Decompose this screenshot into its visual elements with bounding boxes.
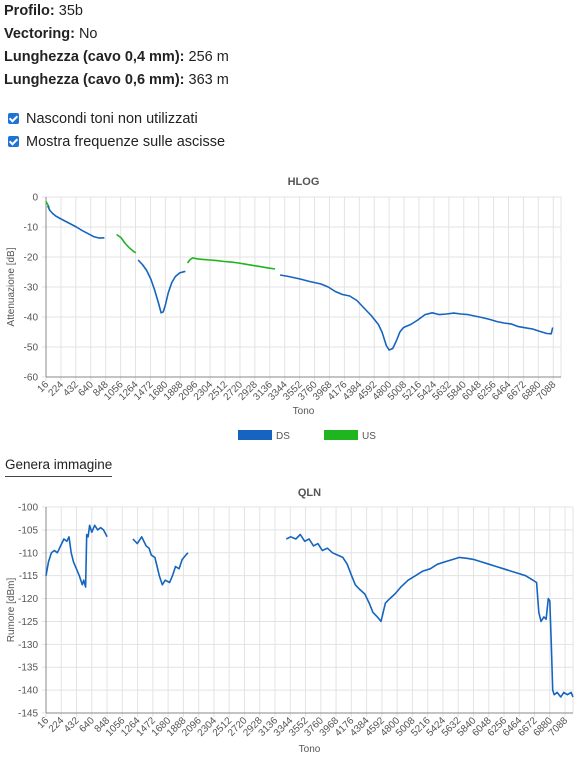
y-tick-label: -140	[18, 686, 38, 697]
y-tick-label: -50	[24, 343, 39, 354]
legend-swatch-ds[interactable]	[238, 430, 272, 440]
show-frequencies-option[interactable]: Mostra frequenze sulle ascisse	[8, 130, 225, 153]
x-axis-label: Tono	[293, 406, 315, 417]
profile-row: Profilo: 35b	[4, 0, 229, 23]
show-frequencies-checkbox[interactable]	[8, 136, 19, 147]
y-axis-label: Attenuazione [dB]	[6, 247, 17, 326]
y-tick-label: -40	[24, 313, 39, 324]
hide-unused-tones-option[interactable]: Nascondi toni non utilizzati	[8, 107, 225, 130]
legend-label-us[interactable]: US	[362, 431, 376, 442]
legend-label-ds[interactable]: DS	[276, 431, 290, 442]
length-04-value: 256 m	[188, 49, 229, 65]
series-line-us	[186, 257, 276, 270]
y-axis-label: Rumore [dBm]	[6, 578, 17, 643]
y-tick-label: -30	[24, 283, 39, 294]
vectoring-value: No	[78, 26, 98, 42]
y-tick-label: -115	[19, 571, 39, 582]
legend-swatch-us[interactable]	[324, 430, 358, 440]
y-tick-label: -110	[19, 548, 39, 559]
series-line-ds	[279, 274, 554, 351]
y-tick-label: -105	[18, 525, 38, 536]
series-line-qln	[132, 536, 189, 586]
chart-title: QLN	[298, 487, 321, 499]
y-tick-label: -100	[18, 503, 38, 514]
vectoring-row: Vectoring: No	[4, 23, 229, 46]
y-tick-label: -20	[24, 253, 39, 264]
series-line-ds	[137, 259, 186, 314]
y-tick-label: -125	[18, 617, 38, 628]
vectoring-label: Vectoring:	[4, 26, 75, 42]
series-line-ds	[46, 205, 105, 239]
x-axis-label: Tono	[299, 744, 321, 755]
y-tick-label: -10	[24, 223, 39, 234]
series-line-us	[116, 233, 137, 254]
chart-title: HLOG	[288, 176, 320, 188]
y-tick-label: 0	[32, 193, 38, 204]
y-tick-label: -120	[18, 594, 38, 605]
hide-unused-tones-checkbox[interactable]	[8, 113, 19, 124]
length-06-label: Lunghezza (cavo 0,6 mm):	[4, 72, 185, 88]
length-04-row: Lunghezza (cavo 0,4 mm): 256 m	[4, 46, 229, 69]
line-info-panel: Profilo: 35b Vectoring: No Lunghezza (ca…	[4, 0, 229, 92]
hlog-chart: HLOG0-10-20-30-40-50-6016224432640848105…	[6, 176, 562, 442]
y-tick-label: -145	[18, 709, 38, 720]
qln-chart: QLN -100 -105 -110 -115 -120 -125 -130 -135 -140 -…	[6, 487, 574, 755]
series-line-qln	[45, 524, 108, 588]
options-panel: Nascondi toni non utilizzati Mostra freq…	[8, 107, 225, 153]
profile-value: 35b	[58, 3, 83, 19]
generate-image-link[interactable]: Genera immagine	[5, 457, 113, 477]
series-line-qln	[285, 533, 574, 698]
hide-unused-tones-label: Nascondi toni non utilizzati	[26, 110, 198, 127]
profile-label: Profilo:	[4, 3, 55, 19]
show-frequencies-label: Mostra frequenze sulle ascisse	[26, 133, 226, 150]
y-tick-label: -60	[24, 373, 39, 384]
length-06-value: 363 m	[188, 72, 229, 88]
length-06-row: Lunghezza (cavo 0,6 mm): 363 m	[4, 69, 229, 92]
length-04-label: Lunghezza (cavo 0,4 mm):	[4, 49, 185, 65]
y-tick-label: -135	[18, 663, 38, 674]
y-tick-label: -130	[18, 640, 38, 651]
